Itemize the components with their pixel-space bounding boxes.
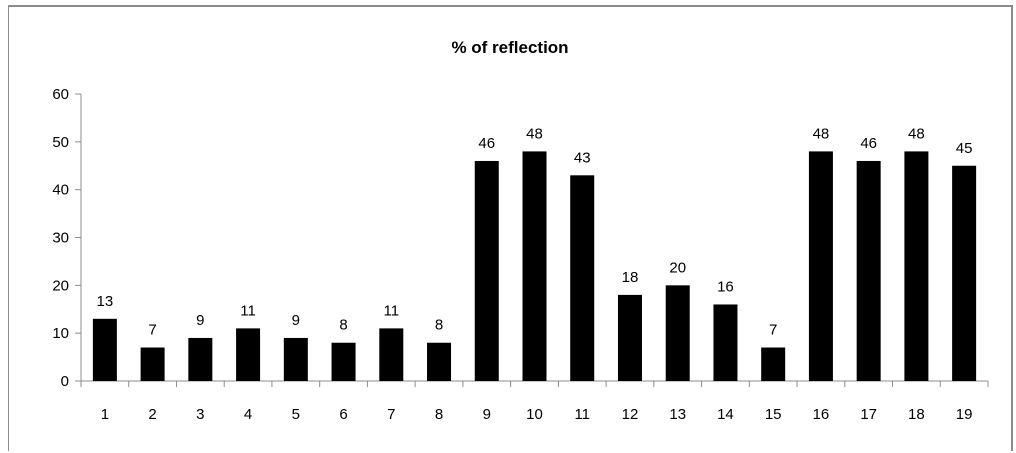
- data-label-17: 46: [860, 135, 877, 152]
- bar-18: [904, 151, 929, 381]
- x-tick-label: 19: [956, 406, 973, 423]
- data-label-18: 48: [908, 125, 925, 142]
- bar-1: [92, 318, 117, 381]
- x-tick-label: 15: [765, 406, 782, 423]
- y-tick-label: 40: [52, 182, 69, 199]
- bar-7: [379, 328, 404, 381]
- bar-12: [617, 294, 642, 381]
- data-label-11: 43: [574, 149, 591, 166]
- bar-13: [665, 285, 690, 381]
- x-tick-label: 3: [196, 406, 204, 423]
- bar-9: [474, 160, 499, 381]
- data-label-6: 8: [339, 317, 347, 334]
- y-tick-label: 10: [52, 325, 69, 342]
- x-tick-label: 12: [622, 406, 639, 423]
- bars: [92, 151, 977, 381]
- data-label-7: 11: [384, 302, 400, 319]
- data-label-9: 46: [478, 135, 495, 152]
- bar-8: [427, 342, 452, 381]
- bar-11: [570, 175, 595, 381]
- x-tick-label: 9: [483, 406, 491, 423]
- x-tick-label: 13: [669, 406, 686, 423]
- bar-5: [283, 337, 308, 381]
- bar-15: [761, 347, 786, 381]
- chart-title: % of reflection: [451, 38, 568, 57]
- x-tick-label: 5: [292, 406, 300, 423]
- y-tick-label: 60: [52, 86, 69, 103]
- data-label-14: 16: [717, 278, 734, 295]
- x-tick-label: 8: [435, 406, 443, 423]
- y-tick-label: 0: [61, 373, 69, 390]
- data-label-8: 8: [435, 317, 443, 334]
- x-tick-label: 11: [574, 406, 590, 423]
- x-tick-label: 7: [387, 406, 395, 423]
- data-label-19: 45: [956, 140, 973, 157]
- data-label-16: 48: [813, 125, 830, 142]
- bar-10: [522, 151, 547, 381]
- data-label-10: 48: [526, 125, 543, 142]
- x-tick-label: 1: [101, 406, 109, 423]
- bar-4: [236, 328, 261, 381]
- x-tick-label: 2: [148, 406, 156, 423]
- bar-19: [952, 165, 977, 381]
- x-axis: 1 2 3 4 5 6 7 8 9 10 11 12 13 14 15 16 17 18 19: [80, 380, 989, 423]
- data-labels: 13 7 9 11 9 8 11 8 46 48 43 18 20 16 7 48 46 48 45: [97, 125, 973, 338]
- x-tick-label: 14: [717, 406, 734, 423]
- data-label-4: 11: [240, 302, 256, 319]
- x-tick-label: 4: [244, 406, 252, 423]
- data-label-1: 13: [97, 293, 114, 310]
- data-label-2: 7: [148, 322, 156, 339]
- data-label-5: 9: [292, 312, 300, 329]
- bar-17: [856, 160, 881, 381]
- bar-14: [713, 304, 738, 381]
- bar-16: [808, 151, 833, 381]
- data-label-12: 18: [622, 269, 639, 286]
- data-label-3: 9: [196, 312, 204, 329]
- y-tick-label: 20: [52, 277, 69, 294]
- chart-frame: [8, 5, 1013, 451]
- bar-2: [140, 347, 165, 381]
- y-axis: 0 10 20 30 40 50 60: [52, 86, 82, 390]
- x-tick-label: 10: [526, 406, 543, 423]
- data-label-15: 7: [769, 322, 777, 339]
- data-label-13: 20: [669, 259, 686, 276]
- y-tick-label: 50: [52, 134, 69, 151]
- x-tick-label: 17: [860, 406, 877, 423]
- x-tick-label: 16: [813, 406, 830, 423]
- y-tick-label: 30: [52, 230, 69, 247]
- bar-6: [331, 342, 356, 381]
- x-tick-label: 6: [339, 406, 347, 423]
- x-tick-label: 18: [908, 406, 925, 423]
- bar-3: [188, 337, 213, 381]
